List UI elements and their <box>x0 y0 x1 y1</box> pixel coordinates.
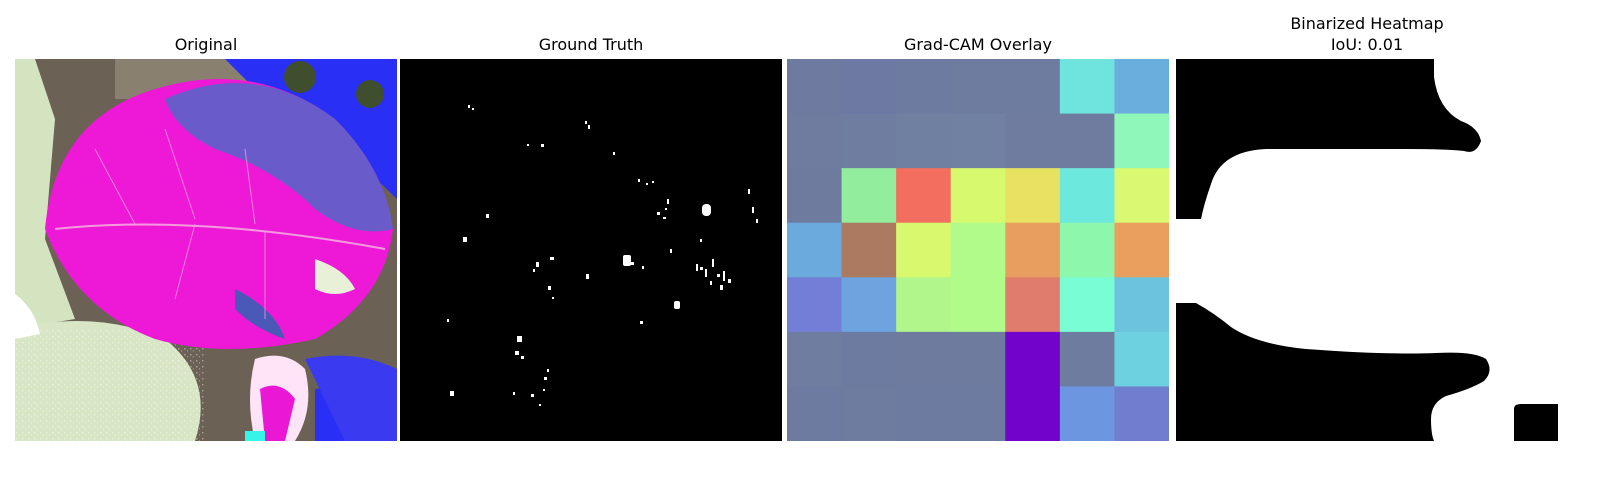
binarized-heatmap-mask <box>1176 59 1558 441</box>
gradcam-cell <box>841 277 897 333</box>
gradcam-cell <box>1114 222 1169 278</box>
gradcam-overlay-heatmap <box>787 59 1169 441</box>
gradcam-cell <box>1005 168 1061 224</box>
gradcam-cell <box>1114 59 1169 115</box>
ground-truth-mask <box>400 59 782 441</box>
gradcam-cell <box>1059 277 1115 333</box>
gradcam-cell <box>896 386 952 441</box>
gradcam-cell <box>896 331 952 387</box>
gradcam-cell <box>950 168 1006 224</box>
gradcam-cell <box>1005 386 1061 441</box>
gradcam-cell <box>1005 222 1061 278</box>
gradcam-cell <box>1005 331 1061 387</box>
ground-truth-title: Ground Truth <box>538 35 644 54</box>
gradcam-cell <box>896 59 952 115</box>
gradcam-cell <box>950 113 1006 169</box>
gradcam-cell <box>787 331 843 387</box>
gradcam-cell <box>787 59 843 115</box>
gradcam-cell <box>787 222 843 278</box>
gradcam-cell <box>950 277 1006 333</box>
gradcam-cell <box>1059 386 1115 441</box>
gradcam-cell <box>896 168 952 224</box>
gradcam-cell <box>787 277 843 333</box>
gradcam-cell <box>1059 113 1115 169</box>
gradcam-cell <box>1114 277 1169 333</box>
gradcam-cell <box>1059 331 1115 387</box>
gradcam-cell <box>1114 113 1169 169</box>
gradcam-cell <box>1114 386 1169 441</box>
gradcam-cell <box>1059 59 1115 115</box>
gradcam-cell <box>896 113 952 169</box>
gradcam-cell <box>787 168 843 224</box>
gradcam-cell <box>841 222 897 278</box>
gradcam-cell <box>841 168 897 224</box>
gradcam-cell <box>841 113 897 169</box>
gradcam-cell <box>787 113 843 169</box>
gradcam-cell <box>950 59 1006 115</box>
gradcam-cell <box>1059 168 1115 224</box>
gradcam-cell <box>1059 222 1115 278</box>
gradcam-cell <box>1114 331 1169 387</box>
gradcam-cell <box>950 331 1006 387</box>
gradcam-cell <box>1005 277 1061 333</box>
gradcam-title: Grad-CAM Overlay <box>904 35 1052 54</box>
original-title: Original <box>174 35 238 54</box>
binarized-title: Binarized Heatmap IoU: 0.01 <box>1290 14 1444 54</box>
gradcam-cell <box>841 331 897 387</box>
gradcam-cell <box>1114 168 1169 224</box>
gradcam-cell <box>950 386 1006 441</box>
original-leaf-image <box>15 59 397 441</box>
gradcam-cell <box>787 386 843 441</box>
gradcam-cell <box>896 277 952 333</box>
gradcam-cell <box>841 386 897 441</box>
gradcam-cell <box>1005 113 1061 169</box>
gradcam-cell <box>950 222 1006 278</box>
gradcam-cell <box>896 222 952 278</box>
gradcam-cell <box>1005 59 1061 115</box>
gradcam-cell <box>841 59 897 115</box>
